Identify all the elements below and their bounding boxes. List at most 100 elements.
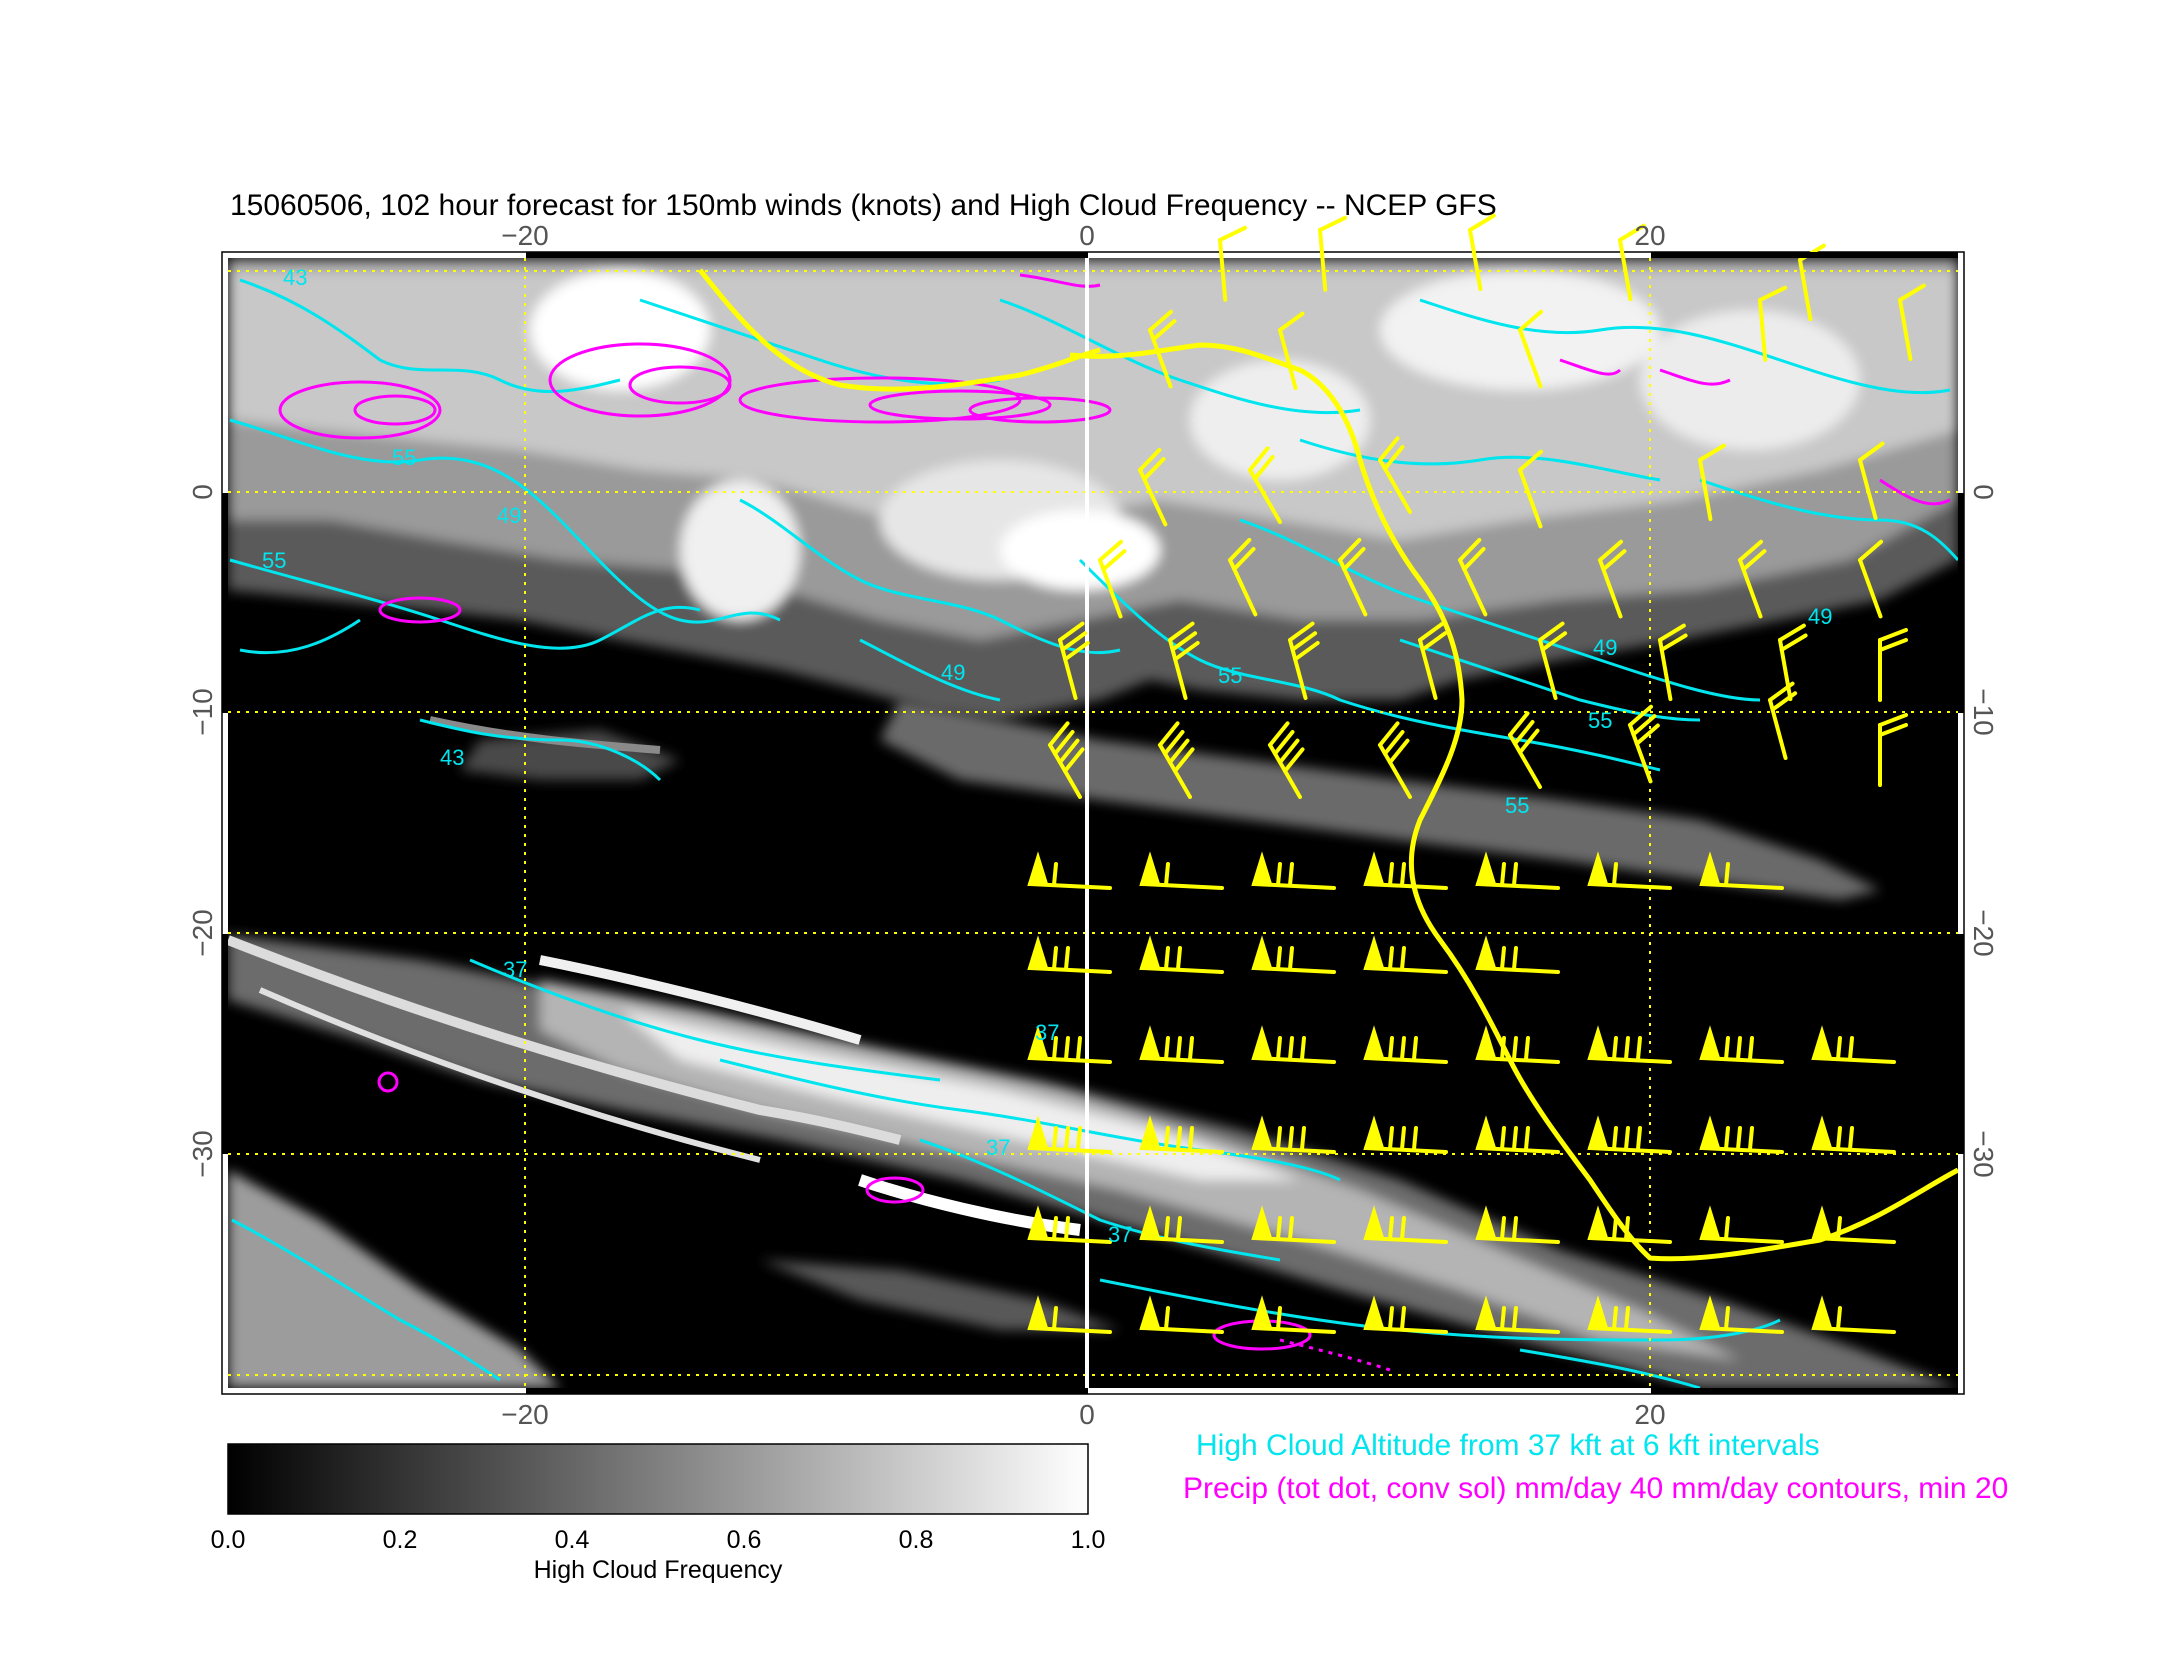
contour-label: 43 bbox=[283, 265, 307, 290]
wind-barbs bbox=[1027, 213, 1926, 1334]
colorbar-tick: 0.4 bbox=[555, 1526, 590, 1554]
wind-barb bbox=[1058, 621, 1090, 700]
wind-barb bbox=[1738, 539, 1767, 619]
x-tick-label-bottom: 20 bbox=[1634, 1399, 1665, 1430]
wind-barb bbox=[1618, 223, 1646, 302]
contour-label: 55 bbox=[1505, 793, 1529, 818]
map-panel: 43 55 49 55 49 43 55 49 55 49 55 37 37 3… bbox=[187, 213, 1999, 1430]
wind-barb bbox=[1378, 436, 1412, 514]
y-tick-label-right: −20 bbox=[1968, 909, 1999, 957]
wind-barb bbox=[1878, 713, 1908, 787]
wind-barb bbox=[1858, 539, 1884, 619]
wind-barb bbox=[1168, 621, 1200, 700]
wind-barb bbox=[1811, 1025, 1896, 1064]
coastline bbox=[698, 268, 1958, 1262]
wind-barb bbox=[1138, 447, 1168, 527]
wind-barb bbox=[1587, 1025, 1672, 1064]
contour-label: 49 bbox=[941, 660, 965, 685]
wind-barb bbox=[1027, 1115, 1112, 1154]
wind-barb bbox=[1218, 225, 1248, 302]
wind-barb bbox=[1248, 446, 1282, 524]
wind-barb bbox=[1418, 621, 1448, 700]
wind-barb bbox=[1148, 309, 1177, 389]
x-tick-label-top: −20 bbox=[501, 220, 549, 251]
wind-barb bbox=[1318, 215, 1348, 292]
contour-label: 49 bbox=[1808, 604, 1832, 629]
wind-barb bbox=[1699, 1295, 1784, 1334]
wind-barb bbox=[1251, 935, 1336, 974]
wind-barb bbox=[1475, 935, 1560, 974]
wind-barb bbox=[1139, 1115, 1224, 1154]
wind-barb bbox=[1878, 628, 1908, 702]
latlon-grid bbox=[228, 258, 1958, 1388]
wind-barb bbox=[1475, 1025, 1560, 1064]
wind-barb bbox=[1251, 1295, 1336, 1334]
wind-barb bbox=[1288, 621, 1320, 700]
x-axis-ticks: −20 0 20 −20 0 20 bbox=[501, 220, 1665, 1430]
contour-label: 55 bbox=[392, 445, 416, 470]
wind-barb bbox=[1228, 537, 1258, 617]
x-tick-label-top: 0 bbox=[1079, 220, 1095, 251]
wind-barb bbox=[1518, 309, 1544, 389]
axis-scale-bars bbox=[222, 252, 1964, 1394]
wind-barb bbox=[1268, 721, 1305, 799]
wind-barb bbox=[1587, 1205, 1672, 1244]
x-tick-label-bottom: 0 bbox=[1079, 1399, 1095, 1430]
colorbar-label: High Cloud Frequency bbox=[534, 1556, 783, 1584]
contour-label: 43 bbox=[440, 745, 464, 770]
wind-barb bbox=[1251, 1115, 1336, 1154]
y-axis-ticks: 0 −10 −20 −30 0 −10 −20 −30 bbox=[187, 484, 1999, 1178]
precip-contours bbox=[278, 273, 1951, 1372]
wind-barb bbox=[1758, 285, 1788, 362]
wind-barb bbox=[1811, 1115, 1896, 1154]
contour-label-group: 43 55 49 55 49 43 55 49 55 49 55 37 37 3… bbox=[262, 265, 1832, 1247]
contour-label: 37 bbox=[503, 957, 527, 982]
wind-barb bbox=[1363, 1295, 1448, 1334]
y-tick-label-left: −20 bbox=[187, 909, 218, 957]
wind-barb bbox=[1139, 1295, 1224, 1334]
wind-barb bbox=[1158, 721, 1195, 799]
wind-barb bbox=[1251, 1025, 1336, 1064]
wind-barb bbox=[1699, 1115, 1784, 1154]
wind-barb bbox=[1139, 851, 1224, 890]
wind-barb bbox=[1587, 851, 1672, 890]
x-tick-label-top: 20 bbox=[1634, 220, 1665, 251]
contour-label: 37 bbox=[986, 1135, 1010, 1160]
y-tick-label-left: 0 bbox=[187, 484, 218, 500]
wind-barb bbox=[1363, 935, 1448, 974]
wind-barb bbox=[1475, 851, 1560, 890]
wind-barb bbox=[1858, 441, 1885, 520]
wind-barb bbox=[1278, 311, 1305, 390]
wind-barb bbox=[1475, 1205, 1560, 1244]
cloud-altitude-legend: High Cloud Altitude from 37 kft at 6 kft… bbox=[1196, 1429, 1820, 1462]
wind-barb bbox=[1475, 1115, 1560, 1154]
wind-barb bbox=[1139, 1205, 1224, 1244]
cloud-frequency-field bbox=[228, 258, 1958, 1388]
contour-label: 55 bbox=[262, 548, 286, 573]
wind-barb bbox=[1139, 935, 1224, 974]
wind-barb bbox=[1598, 539, 1627, 619]
wind-barb bbox=[1363, 1115, 1448, 1154]
wind-barb bbox=[1027, 1295, 1112, 1334]
contour-label: 55 bbox=[1588, 708, 1612, 733]
colorbar-gradient bbox=[227, 1443, 1089, 1515]
colorbar-tick: 0.6 bbox=[727, 1526, 762, 1554]
wind-barb bbox=[1251, 851, 1336, 890]
wind-barb bbox=[1363, 851, 1448, 890]
wind-barb bbox=[1508, 711, 1542, 789]
wind-barb bbox=[1027, 1025, 1112, 1064]
wind-barb bbox=[1048, 721, 1085, 799]
wind-barb bbox=[1027, 1205, 1112, 1244]
wind-barb bbox=[1363, 1025, 1448, 1064]
wind-barb bbox=[1378, 721, 1412, 799]
wind-barb bbox=[1898, 283, 1926, 362]
colorbar-tick: 0.8 bbox=[899, 1526, 934, 1554]
wind-barb bbox=[1628, 704, 1660, 784]
contour-label: 49 bbox=[1593, 635, 1617, 660]
wind-barb bbox=[1518, 449, 1544, 529]
wind-barb bbox=[1027, 851, 1112, 890]
wind-barb bbox=[1139, 1025, 1224, 1064]
contour-label: 37 bbox=[1035, 1020, 1059, 1045]
wind-barb bbox=[1468, 213, 1496, 292]
